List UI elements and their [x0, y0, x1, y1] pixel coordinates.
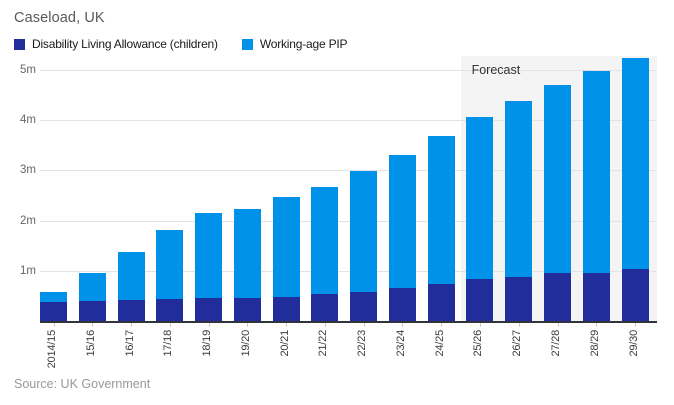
- x-tick-label: 22/23: [356, 330, 369, 357]
- x-axis-tick: [53, 323, 55, 327]
- bar-pip-segment: [195, 213, 223, 298]
- x-axis-tick: [208, 323, 210, 327]
- bar-dla-segment: [117, 299, 145, 321]
- bar-dla-segment: [621, 268, 649, 321]
- x-tick-label: 28/29: [588, 330, 601, 357]
- y-tick-label: 2m: [20, 214, 36, 227]
- x-axis-tick: [169, 323, 171, 327]
- bar-dla-segment: [156, 298, 184, 321]
- bar-dla-segment: [582, 272, 610, 321]
- x-tick-label: 23/24: [394, 330, 407, 357]
- x-axis-tick: [635, 323, 637, 327]
- x-axis-tick: [557, 323, 559, 327]
- x-axis-tick: [247, 323, 249, 327]
- legend-swatch-icon: [14, 38, 25, 50]
- bar-pip-segment: [350, 170, 378, 293]
- bar-dla-segment: [195, 297, 223, 321]
- bar-pip-segment: [621, 58, 649, 269]
- x-tick-label: 19/20: [239, 330, 252, 357]
- x-tick-label: 25/26: [472, 330, 485, 357]
- gridline: [40, 220, 657, 222]
- bar-dla-segment: [311, 294, 339, 321]
- x-axis-tick: [92, 323, 94, 327]
- x-tick-label: 18/19: [201, 330, 214, 357]
- y-axis-labels: 1m 2m 3m 4m 5m: [0, 56, 36, 321]
- y-tick-label: 1m: [20, 264, 36, 277]
- bar-pip-segment: [156, 230, 184, 299]
- bar-pip-segment: [466, 117, 494, 280]
- source-note: Source: UK Government: [14, 377, 151, 391]
- x-axis-tick: [363, 323, 365, 327]
- bar-pip-segment: [427, 135, 455, 285]
- x-axis-tick: [286, 323, 288, 327]
- x-tick-label: 2014/15: [46, 330, 58, 369]
- x-axis-tick: [402, 323, 404, 327]
- x-tick-label: 17/18: [162, 330, 175, 357]
- y-tick-label: 5m: [20, 64, 36, 76]
- bar-pip-segment: [233, 209, 261, 298]
- bar-dla-segment: [272, 296, 300, 321]
- bar-dla-segment: [78, 300, 106, 321]
- bar-pip-segment: [582, 70, 610, 273]
- bar-dla-segment: [544, 273, 571, 321]
- x-tick-label: 24/25: [433, 330, 446, 357]
- bar-dla-segment: [505, 276, 533, 321]
- bar-pip-segment: [544, 85, 571, 274]
- bar-pip-segment: [505, 100, 533, 277]
- y-tick-label: 3m: [20, 164, 36, 177]
- bar-dla-segment: [427, 284, 455, 321]
- x-tick-label: 26/27: [511, 330, 524, 357]
- legend-item-pip: Working-age PIP: [241, 37, 348, 51]
- legend-item-dla: Disability Living Allowance (children): [14, 37, 218, 51]
- x-axis-tick: [518, 323, 520, 327]
- gridline: [40, 170, 657, 172]
- x-tick-label: 27/28: [550, 330, 562, 357]
- x-axis-tick: [479, 323, 481, 327]
- legend-swatch-icon: [241, 38, 253, 50]
- gridline: [40, 70, 657, 71]
- bar-pip-segment: [388, 154, 416, 288]
- bar-pip-segment: [311, 187, 339, 295]
- x-tick-label: 16/17: [123, 330, 136, 357]
- plot-area: Forecast 2014/15 15/16 16/17 17/18 18/19 19/20…: [40, 56, 657, 368]
- bar-dla-segment: [350, 292, 378, 321]
- x-tick-label: 21/22: [317, 330, 330, 357]
- x-axis-tick: [131, 323, 133, 327]
- legend-label: Disability Living Allowance (children): [32, 37, 218, 51]
- bar-pip-segment: [272, 196, 300, 297]
- forecast-label: Forecast: [471, 63, 521, 77]
- x-axis-tick: [596, 323, 598, 327]
- bar-dla-segment: [233, 297, 261, 321]
- gridline: [40, 270, 657, 272]
- bar-dla-segment: [40, 302, 67, 321]
- bar-dla-segment: [466, 279, 494, 321]
- gridline: [40, 120, 657, 122]
- bar-pip-segment: [78, 273, 106, 301]
- x-tick-label: 20/21: [278, 330, 291, 357]
- x-tick-label: 29/30: [627, 330, 640, 357]
- x-tick-label: 15/16: [84, 330, 97, 357]
- chart-title: Caseload, UK: [14, 10, 105, 26]
- x-axis-tick: [324, 323, 326, 327]
- bar-pip-segment: [40, 292, 67, 303]
- x-axis-tick: [441, 323, 443, 327]
- bar-pip-segment: [117, 252, 145, 300]
- y-tick-label: 4m: [20, 114, 36, 127]
- chart-legend: Disability Living Allowance (children) Wo…: [14, 37, 348, 51]
- bar-dla-segment: [388, 287, 416, 321]
- legend-label: Working-age PIP: [259, 37, 348, 51]
